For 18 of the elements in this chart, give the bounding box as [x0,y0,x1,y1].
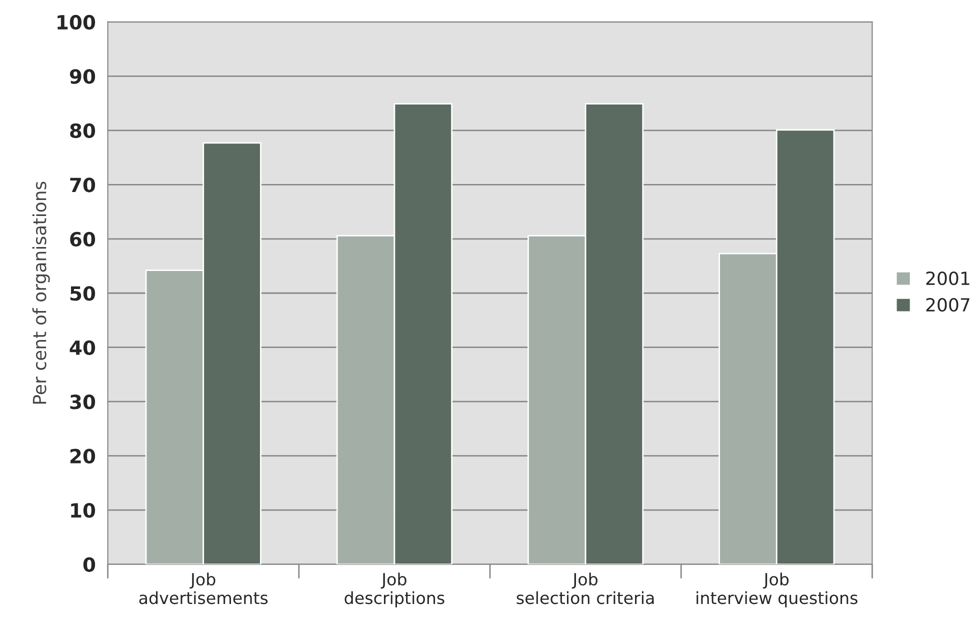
x-tick-label: Job descriptions [344,572,444,608]
y-tick-label: 100 [58,14,96,30]
y-tick-label: 80 [70,123,96,138]
y-tick-label: 70 [70,178,96,192]
y-tick-label: 30 [70,394,96,410]
y-tick-label: 10 [71,503,96,518]
x-tick-label: Job interview questions [696,572,858,608]
y-tick-label: 0 [83,557,96,572]
x-tick-label: Job advertisements [139,572,268,604]
y-axis-title: Per cent of organisations [32,182,50,404]
x-tick-label: Job selection criteria [516,572,654,604]
y-tick-label: 90 [70,69,96,84]
y-tick-label: 50 [70,286,96,301]
y-tick-label: 60 [70,232,96,247]
y-tick-label: 20 [70,448,96,464]
legend-label: 2001 [926,271,970,286]
legend-label: 2007 [926,298,970,312]
y-tick-label: 40 [70,340,96,356]
